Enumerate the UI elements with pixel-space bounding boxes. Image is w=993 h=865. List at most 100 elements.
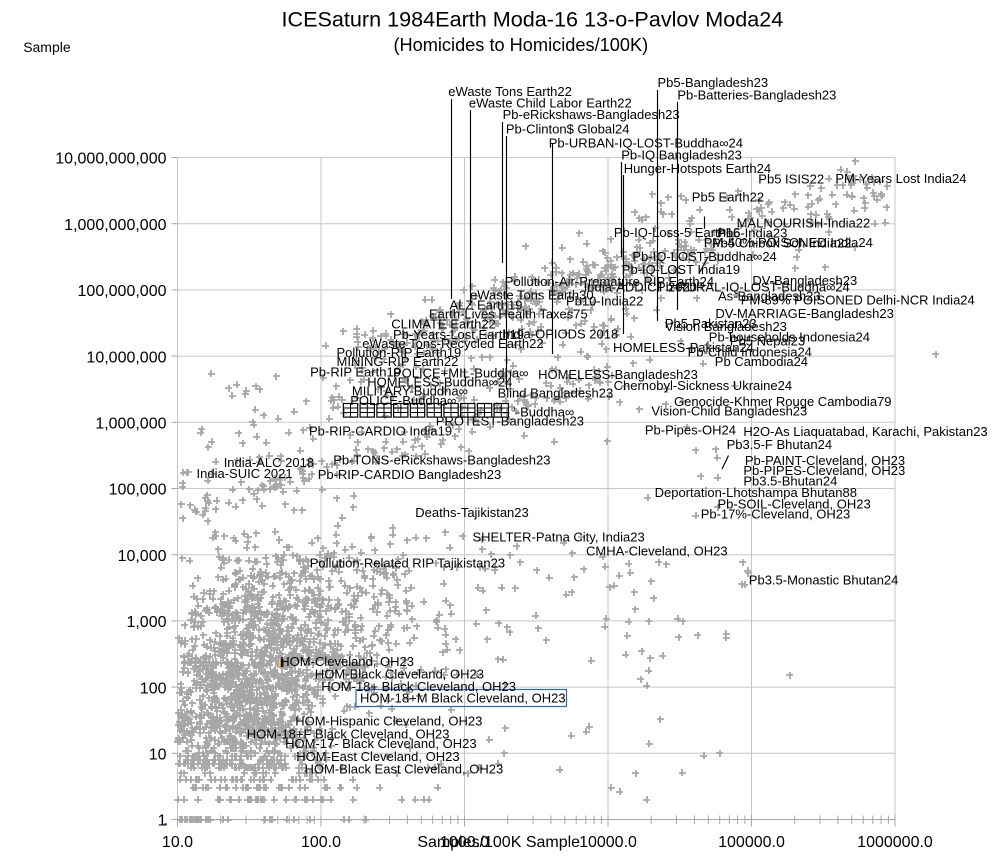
svg-text:PM-Years Lost India24: PM-Years Lost India24 (835, 171, 966, 186)
svg-text:DV-MARRIAGE-Bangladesh23: DV-MARRIAGE-Bangladesh23 (715, 306, 893, 321)
svg-text:CLIMATE Earth22: CLIMATE Earth22 (391, 317, 496, 332)
svg-text:ICESaturn 1984Earth Moda-16 13: ICESaturn 1984Earth Moda-16 13-o-Pavlov … (282, 7, 784, 32)
svg-text:HOMELESS-Buddha∞24: HOMELESS-Buddha∞24 (367, 375, 512, 390)
svg-text:POLICE+MIL-Buddha∞: POLICE+MIL-Buddha∞ (393, 365, 528, 380)
svg-text:HOM-Cleveland, OH23: HOM-Cleveland, OH23 (280, 654, 414, 669)
svg-text:eWaste Tons-Recycled Earth22: eWaste Tons-Recycled Earth22 (362, 336, 543, 351)
svg-text:Blind Bangladesh23: Blind Bangladesh23 (498, 386, 614, 401)
svg-text:(Homicides to Homicides/100K): (Homicides to Homicides/100K) (393, 35, 648, 55)
svg-text:Pb5 Earth22: Pb5 Earth22 (692, 190, 764, 205)
svg-text:Pb Cambodia24: Pb Cambodia24 (715, 354, 808, 369)
svg-text:MILITARY-Buddha∞: MILITARY-Buddha∞ (352, 384, 468, 399)
svg-text:1000.0: 1000.0 (440, 834, 489, 851)
svg-text:100,000,000: 100,000,000 (78, 283, 167, 300)
svg-text:Pb-URBAN-IQ-LOST-Buddha∞24: Pb-URBAN-IQ-LOST-Buddha∞24 (549, 136, 743, 151)
svg-text:ALZ Earth19: ALZ Earth19 (450, 298, 523, 313)
svg-text:HOMELESS-Bangladesh23: HOMELESS-Bangladesh23 (538, 367, 698, 382)
svg-text:10,000,000,000: 10,000,000,000 (55, 151, 166, 168)
svg-text:10: 10 (149, 747, 167, 764)
svg-text:Pb-PIPES-Cleveland, OH23: Pb-PIPES-Cleveland, OH23 (743, 463, 905, 478)
svg-text:Pb-TONS-eRickshaws-Bangladesh2: Pb-TONS-eRickshaws-Bangladesh23 (333, 453, 550, 468)
svg-text:HOM-East Cleveland, OH23: HOM-East Cleveland, OH23 (296, 749, 459, 764)
svg-text:100000.0: 100000.0 (718, 834, 785, 851)
svg-text:Pb5 Chibok Sch India22: Pb5 Chibok Sch India22 (712, 236, 851, 251)
svg-text:Pollution-Related RIP Tajikist: Pollution-Related RIP Tajikistan23 (310, 556, 505, 571)
svg-text:100: 100 (140, 680, 167, 697)
svg-text:eWaste Child Labor Earth22: eWaste Child Labor Earth22 (469, 95, 632, 110)
svg-text:HOM-18+ Black Cleveland, OH23: HOM-18+ Black Cleveland, OH23 (321, 679, 516, 694)
svg-text:HOM-Black Cleveland, OH23: HOM-Black Cleveland, OH23 (315, 667, 484, 682)
svg-text:India-ALC 2018: India-ALC 2018 (224, 455, 314, 470)
svg-text:HOM-17- Black Cleveland, OH23: HOM-17- Black Cleveland, OH23 (285, 736, 476, 751)
svg-text:Pb-RIP-CARDIO India19: Pb-RIP-CARDIO India19 (309, 424, 452, 439)
svg-text:Pb-Child Indonesia24: Pb-Child Indonesia24 (688, 345, 812, 360)
svg-text:MALNOURISH-India22: MALNOURISH-India22 (737, 216, 871, 231)
svg-text:Pb-IQ-Loss-5 Earth16: Pb-IQ-Loss-5 Earth16 (614, 225, 740, 240)
svg-text:10,000,000: 10,000,000 (86, 349, 166, 366)
svg-text:PM-89% POISONED Delhi-NCR Indi: PM-89% POISONED Delhi-NCR India24 (741, 292, 975, 307)
svg-text:1,000,000: 1,000,000 (95, 416, 166, 433)
svg-text:PM-40%-POISONED India24: PM-40%-POISONED India24 (704, 235, 873, 250)
svg-text:India-ADDICT 2020: India-ADDICT 2020 (584, 279, 697, 294)
svg-text:Pb-IQ Bangladesh23: Pb-IQ Bangladesh23 (621, 148, 742, 163)
svg-text:Pb5-Bangladesh23: Pb5-Bangladesh23 (658, 75, 769, 90)
svg-text:Pb-Pipes-OH24: Pb-Pipes-OH24 (645, 423, 736, 438)
svg-text:Pb-Clinton$ Global24: Pb-Clinton$ Global24 (506, 122, 630, 137)
svg-text:Pollution-Air-Premature RIP Ea: Pollution-Air-Premature RIP Earth24 (505, 274, 714, 289)
svg-text:10,000: 10,000 (118, 548, 167, 565)
svg-text:’-Buddha∞: ’-Buddha∞ (513, 405, 574, 420)
svg-text:10.0: 10.0 (162, 834, 193, 851)
svg-text:Vision Bangladesh23: Vision Bangladesh23 (665, 319, 787, 334)
svg-text:Pb5 ISIS22: Pb5 ISIS22 (758, 172, 824, 187)
svg-text:DV-Bangladesh23: DV-Bangladesh23 (752, 273, 857, 288)
svg-text:Pb-RIP Earth19: Pb-RIP Earth19 (310, 365, 401, 380)
svg-text:Pb-PAINT-Cleveland, OH23: Pb-PAINT-Cleveland, OH23 (745, 453, 905, 468)
svg-text:10000.0: 10000.0 (579, 834, 637, 851)
svg-text:100,000: 100,000 (109, 482, 167, 499)
svg-text:MINING-RIP Earth22: MINING-RIP Earth22 (337, 354, 459, 369)
svg-text:100.0: 100.0 (301, 834, 341, 851)
svg-text:Pb-IQ-LOST-Buddha∞24: Pb-IQ-LOST-Buddha∞24 (632, 249, 776, 264)
svg-text:HOM-Black East Cleveland, OH23: HOM-Black East Cleveland, OH23 (305, 762, 504, 777)
svg-text:1: 1 (158, 813, 167, 830)
svg-text:Vision-Child Bangladesh23: Vision-Child Bangladesh23 (651, 404, 807, 419)
svg-text:Pb5-Pakistan23: Pb5-Pakistan23 (665, 316, 757, 331)
svg-text:CMHA-Cleveland, OH23: CMHA-Cleveland, OH23 (586, 544, 728, 559)
svg-text:Pb-Batteries-Bangladesh23: Pb-Batteries-Bangladesh23 (677, 88, 836, 103)
svg-text:Pb3.5-Monastic Bhutan24: Pb3.5-Monastic Bhutan24 (749, 572, 899, 587)
svg-text:Earth-Lives Health Taxes75: Earth-Lives Health Taxes75 (429, 306, 588, 321)
svg-text:Pb10-India22: Pb10-India22 (566, 293, 643, 308)
svg-text:Pb5-India23: Pb5-India23 (717, 226, 787, 241)
svg-text:Hunger-Hotspots Earth24: Hunger-Hotspots Earth24 (624, 161, 771, 176)
svg-text:Pollution-RIP Earth19: Pollution-RIP Earth19 (337, 345, 462, 360)
svg-text:Chernobyl-Sickness Ukraine24: Chernobyl-Sickness Ukraine24 (614, 378, 792, 393)
svg-text:Samples/100K Sample: Samples/100K Sample (417, 834, 580, 851)
svg-text:Sample: Sample (23, 39, 71, 55)
svg-text:SHELTER-Patna City, India23: SHELTER-Patna City, India23 (473, 529, 645, 544)
svg-text:H2O-As Liaquatabad, Karachi, P: H2O-As Liaquatabad, Karachi, Pakistan23 (743, 424, 987, 439)
svg-text:Pb-IQ-LOST India19: Pb-IQ-LOST India19 (622, 262, 740, 277)
svg-text:Pb-RURAL-IQ-LOST-Buddha∞24: Pb-RURAL-IQ-LOST-Buddha∞24 (657, 279, 850, 294)
svg-text:Pb-Years-Lost Earth19: Pb-Years-Lost Earth19 (393, 327, 524, 342)
svg-text:HOM-Hispanic Cleveland, OH23: HOM-Hispanic Cleveland, OH23 (295, 714, 482, 729)
svg-text:1000000.0: 1000000.0 (857, 834, 933, 851)
svg-text:Deaths-Tajikistan23: Deaths-Tajikistan23 (415, 505, 528, 520)
svg-text:eWaste Tons Earth22: eWaste Tons Earth22 (448, 84, 572, 99)
svg-text:India-SUIC 2021: India-SUIC 2021 (197, 466, 293, 481)
svg-text:Pb-RIP-CARDIO Bangladesh23: Pb-RIP-CARDIO Bangladesh23 (318, 467, 502, 482)
svg-text:Deportation-Lhotshampa Bhutan8: Deportation-Lhotshampa Bhutan88 (655, 485, 857, 500)
svg-text:Pb5 Nepal23: Pb5 Nepal23 (730, 334, 805, 349)
svg-text:Pb-households Indonesia24: Pb-households Indonesia24 (709, 330, 870, 345)
svg-text:eWaste Tons Earth30: eWaste Tons Earth30 (470, 288, 594, 303)
svg-text:Genocide-Khmer Rouge Cambodia7: Genocide-Khmer Rouge Cambodia79 (674, 394, 892, 409)
svg-text:HOM-18+M Black Cleveland, OH23: HOM-18+M Black Cleveland, OH23 (360, 691, 566, 706)
svg-text:HOM-18+F Black Cleveland, OH23: HOM-18+F Black Cleveland, OH23 (247, 726, 450, 741)
svg-text:Pb3.5-F Bhutan24: Pb3.5-F Bhutan24 (727, 437, 833, 452)
svg-text:1,000: 1,000 (126, 614, 166, 631)
svg-text:Pb-SOIL-Cleveland, OH23: Pb-SOIL-Cleveland, OH23 (718, 497, 871, 512)
svg-text:As-Bangladesh23: As-Bangladesh23 (718, 288, 821, 303)
svg-text:Pb3.5-Bhutan24: Pb3.5-Bhutan24 (743, 474, 837, 489)
svg-text:1,000,000,000: 1,000,000,000 (64, 217, 166, 234)
svg-text:Pb-eRickshaws-Bangladesh23: Pb-eRickshaws-Bangladesh23 (503, 107, 680, 122)
svg-text:Pb-17%-Cleveland, OH23: Pb-17%-Cleveland, OH23 (701, 507, 851, 522)
